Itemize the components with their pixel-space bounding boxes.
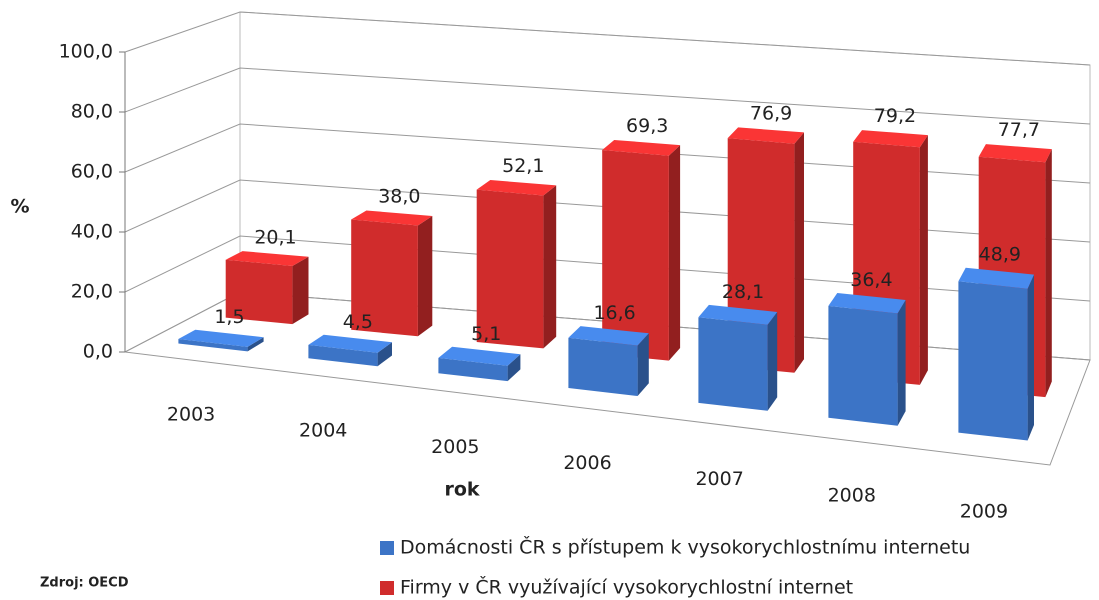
bar-side xyxy=(794,132,804,373)
grid-line xyxy=(124,179,1091,243)
bar xyxy=(602,140,681,361)
value-label: 38,0 xyxy=(378,186,420,208)
bar xyxy=(225,251,309,325)
bar-top xyxy=(351,210,433,226)
bar-top xyxy=(178,329,264,347)
legend-swatch xyxy=(380,541,394,555)
bar-top xyxy=(476,180,557,196)
bar-side xyxy=(292,256,309,325)
bar-side xyxy=(247,337,264,352)
x-tick-label: 2007 xyxy=(695,468,743,490)
bar xyxy=(958,267,1034,441)
bar-top xyxy=(438,346,521,366)
bar-side xyxy=(919,135,928,385)
bar-side xyxy=(377,342,392,367)
bar-top xyxy=(225,251,309,266)
bar-top xyxy=(828,293,906,314)
bar-front xyxy=(308,344,378,367)
value-label: 76,9 xyxy=(750,102,792,124)
value-label: 20,1 xyxy=(254,226,296,248)
bar-side xyxy=(767,312,778,411)
bar-front xyxy=(438,357,508,382)
y-axis-label: % xyxy=(10,196,29,218)
x-tick-label: 2004 xyxy=(299,420,347,442)
bar-front xyxy=(828,305,898,426)
value-label: 69,3 xyxy=(626,115,668,137)
grid-line xyxy=(124,123,1091,184)
bar xyxy=(178,329,264,352)
bar-top xyxy=(727,127,804,144)
bar-top xyxy=(308,334,392,353)
bar xyxy=(698,304,778,411)
legend-label: Domácnosti ČR s přístupem k vysokorychlo… xyxy=(400,535,970,559)
value-label: 48,9 xyxy=(979,244,1021,266)
bar-side xyxy=(543,185,557,349)
bar-top xyxy=(602,140,681,156)
bar-front xyxy=(178,339,248,352)
bar-top xyxy=(853,130,928,148)
value-label: 79,2 xyxy=(874,105,916,127)
value-label: 28,1 xyxy=(722,281,764,303)
x-tick-label: 2009 xyxy=(960,500,1008,522)
y-tick-label: 40,0 xyxy=(71,221,113,243)
x-tick-label: 2003 xyxy=(167,404,215,426)
value-label: 16,6 xyxy=(593,302,635,324)
bar-top xyxy=(698,304,778,325)
x-tick-label: 2005 xyxy=(431,436,479,458)
bar xyxy=(568,326,649,396)
bar-side xyxy=(668,145,681,361)
bar-top xyxy=(958,267,1034,289)
value-label: 77,7 xyxy=(998,119,1040,141)
value-label: 4,5 xyxy=(343,311,373,333)
value-label: 5,1 xyxy=(471,323,501,345)
bar xyxy=(438,346,521,382)
value-label: 52,1 xyxy=(502,155,544,177)
x-tick-label: 2006 xyxy=(563,452,611,474)
value-label: 1,5 xyxy=(214,306,244,328)
grid-line xyxy=(124,235,1091,302)
legend-label: Firmy v ČR využívající vysokorychlostní … xyxy=(400,575,853,599)
bar xyxy=(828,293,906,426)
bar xyxy=(351,210,433,337)
bar-front xyxy=(698,317,768,411)
bar-side xyxy=(897,300,906,426)
bar xyxy=(476,180,557,349)
bar-front xyxy=(568,337,638,396)
bar-side xyxy=(1045,149,1052,398)
bar-front xyxy=(958,281,1028,441)
legend-swatch xyxy=(380,581,394,595)
bar-top xyxy=(568,326,649,346)
bar xyxy=(308,334,392,367)
bar-side xyxy=(417,216,433,337)
bar-front xyxy=(476,189,544,349)
bar-front xyxy=(225,259,293,325)
x-tick-label: 2008 xyxy=(828,484,876,506)
y-tick-label: 100,0 xyxy=(59,41,113,63)
y-tick-label: 80,0 xyxy=(71,101,113,123)
bar-side xyxy=(507,354,521,382)
bar-front xyxy=(602,150,669,361)
y-tick-label: 20,0 xyxy=(71,281,113,303)
y-tick-label: 60,0 xyxy=(71,161,113,183)
grid-line xyxy=(124,11,1091,66)
bar-front xyxy=(351,219,418,337)
bar-side xyxy=(1027,274,1034,441)
value-label: 36,4 xyxy=(850,269,892,291)
x-axis-label: rok xyxy=(444,479,479,501)
source: Zdroj: OECD xyxy=(40,576,129,591)
bar-top xyxy=(978,144,1052,163)
y-tick-label: 0,0 xyxy=(83,341,113,363)
grid-line xyxy=(124,67,1091,125)
bar-side xyxy=(637,333,649,396)
